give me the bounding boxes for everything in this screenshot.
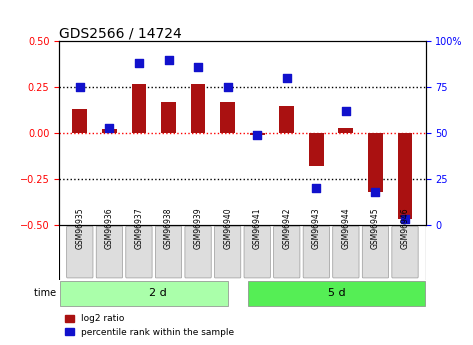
Point <box>194 64 202 70</box>
Point <box>165 57 172 62</box>
Text: GSM96945: GSM96945 <box>371 208 380 249</box>
FancyBboxPatch shape <box>244 226 271 278</box>
Text: GSM96938: GSM96938 <box>164 208 173 249</box>
FancyBboxPatch shape <box>333 226 359 278</box>
Text: GSM96940: GSM96940 <box>223 208 232 249</box>
Point <box>76 85 84 90</box>
FancyBboxPatch shape <box>67 226 93 278</box>
FancyBboxPatch shape <box>392 226 418 278</box>
Bar <box>191 83 205 133</box>
Bar <box>131 83 146 133</box>
Bar <box>72 109 87 133</box>
FancyBboxPatch shape <box>126 226 152 278</box>
Bar <box>398 133 412 219</box>
Point <box>224 85 231 90</box>
Text: 5 d: 5 d <box>328 288 346 298</box>
Text: GSM96937: GSM96937 <box>134 208 143 249</box>
Text: time: time <box>34 288 59 298</box>
Point <box>401 216 409 222</box>
Bar <box>220 102 235 133</box>
FancyBboxPatch shape <box>96 226 123 278</box>
Text: GSM96936: GSM96936 <box>105 208 114 249</box>
Bar <box>280 106 294 133</box>
Bar <box>248 281 425 306</box>
Point <box>135 61 143 66</box>
Bar <box>60 281 228 306</box>
Text: GSM96943: GSM96943 <box>312 208 321 249</box>
FancyBboxPatch shape <box>273 226 300 278</box>
Point <box>105 125 113 130</box>
Text: GSM96942: GSM96942 <box>282 208 291 249</box>
FancyBboxPatch shape <box>155 226 182 278</box>
FancyBboxPatch shape <box>214 226 241 278</box>
Bar <box>309 133 324 166</box>
Bar <box>368 133 383 191</box>
Text: GSM96944: GSM96944 <box>342 208 350 249</box>
FancyBboxPatch shape <box>362 226 389 278</box>
Legend: log2 ratio, percentile rank within the sample: log2 ratio, percentile rank within the s… <box>61 311 238 341</box>
Text: 2 d: 2 d <box>149 288 167 298</box>
Text: GDS2566 / 14724: GDS2566 / 14724 <box>59 26 182 40</box>
Point <box>283 75 290 81</box>
Point <box>342 108 350 114</box>
Bar <box>161 102 176 133</box>
Bar <box>339 128 353 133</box>
Bar <box>250 133 264 135</box>
Text: GSM96941: GSM96941 <box>253 208 262 249</box>
Point <box>313 185 320 191</box>
Point <box>254 132 261 138</box>
Text: GSM96935: GSM96935 <box>75 208 84 249</box>
FancyBboxPatch shape <box>185 226 211 278</box>
FancyBboxPatch shape <box>303 226 330 278</box>
Text: GSM96946: GSM96946 <box>401 208 410 249</box>
Bar <box>102 129 117 133</box>
Text: GSM96939: GSM96939 <box>193 208 202 249</box>
Point <box>372 189 379 194</box>
